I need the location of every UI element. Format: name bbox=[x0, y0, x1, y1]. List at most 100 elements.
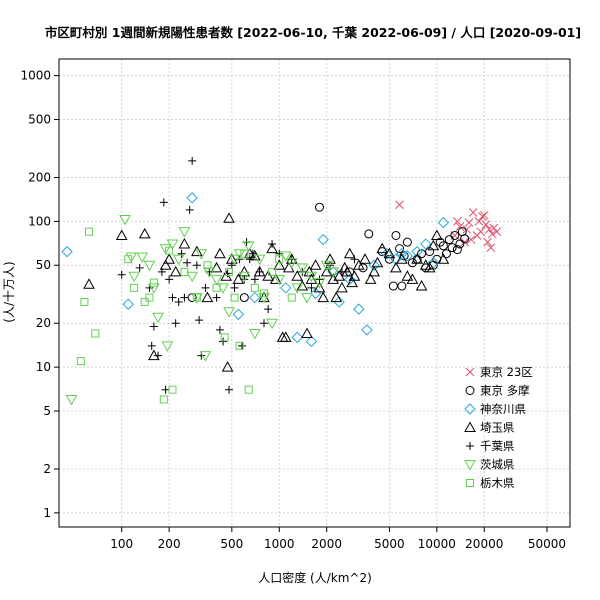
data-point bbox=[266, 318, 278, 330]
data-point bbox=[317, 291, 330, 303]
series-circle bbox=[187, 202, 470, 303]
data-point bbox=[395, 244, 405, 254]
data-point bbox=[239, 293, 249, 303]
y-tick-label: 200 bbox=[28, 170, 51, 184]
data-point bbox=[124, 255, 133, 264]
data-point bbox=[230, 283, 239, 292]
data-point bbox=[84, 227, 93, 236]
data-point bbox=[275, 255, 284, 264]
legend-label: 東京 多摩 bbox=[480, 384, 530, 398]
grid bbox=[59, 59, 570, 527]
data-point bbox=[327, 267, 340, 278]
legend-label: 茨城県 bbox=[480, 458, 515, 472]
data-point bbox=[223, 307, 235, 318]
x-axis: 100 200 500 1000 2000 5000 10000 20000 50000 bbox=[110, 527, 566, 551]
data-point bbox=[427, 239, 440, 251]
data-point bbox=[371, 256, 384, 268]
data-point bbox=[128, 271, 141, 283]
x-tick-label: 200 bbox=[158, 537, 181, 551]
data-point bbox=[395, 200, 404, 210]
legend-marker bbox=[466, 442, 474, 450]
data-point bbox=[191, 245, 203, 257]
y-tick-label: 20 bbox=[36, 316, 51, 330]
legend-label: 栃木県 bbox=[480, 476, 515, 490]
data-point bbox=[305, 273, 318, 284]
data-point bbox=[462, 225, 472, 234]
data-point bbox=[191, 293, 203, 304]
data-point bbox=[253, 254, 266, 266]
data-point bbox=[227, 261, 236, 270]
data-point bbox=[91, 329, 100, 338]
data-point bbox=[183, 258, 192, 267]
data-point bbox=[245, 255, 254, 264]
data-point bbox=[427, 257, 440, 269]
y-tick-label: 100 bbox=[28, 214, 51, 228]
data-point bbox=[168, 385, 177, 394]
data-point bbox=[172, 254, 185, 266]
data-point bbox=[161, 341, 174, 352]
data-point bbox=[315, 275, 324, 284]
data-point bbox=[242, 241, 255, 252]
data-point bbox=[159, 244, 172, 255]
data-point bbox=[192, 261, 201, 270]
data-point bbox=[464, 218, 474, 227]
data-point bbox=[201, 291, 214, 303]
data-point bbox=[417, 249, 427, 259]
data-point bbox=[460, 234, 470, 244]
data-point bbox=[269, 273, 282, 284]
data-point bbox=[391, 230, 401, 240]
data-point bbox=[201, 283, 210, 292]
data-point bbox=[380, 247, 393, 260]
data-point bbox=[452, 245, 462, 255]
data-point bbox=[199, 351, 212, 362]
data-point bbox=[157, 267, 166, 276]
data-point bbox=[161, 385, 170, 394]
data-point bbox=[266, 242, 278, 254]
legend-label: 千葉県 bbox=[480, 439, 515, 453]
data-point bbox=[147, 341, 156, 350]
data-point bbox=[273, 274, 286, 286]
data-point bbox=[159, 395, 168, 404]
data-point bbox=[188, 156, 197, 165]
data-point bbox=[361, 324, 373, 336]
y-tick-label: 500 bbox=[28, 112, 51, 126]
data-point bbox=[212, 283, 221, 292]
data-point bbox=[260, 319, 269, 328]
data-point bbox=[337, 267, 346, 276]
data-point bbox=[130, 283, 139, 292]
data-point bbox=[249, 329, 261, 340]
series-x bbox=[395, 200, 502, 253]
data-point bbox=[301, 327, 313, 339]
data-point bbox=[437, 253, 450, 264]
legend-marker bbox=[464, 403, 476, 415]
y-tick-label: 2 bbox=[43, 462, 51, 476]
data-point bbox=[149, 278, 158, 287]
data-point bbox=[388, 281, 398, 291]
data-point bbox=[307, 283, 316, 292]
data-point bbox=[401, 270, 414, 281]
data-point bbox=[140, 297, 149, 306]
data-points bbox=[61, 156, 502, 406]
data-point bbox=[268, 267, 277, 276]
data-point bbox=[476, 227, 486, 237]
data-point bbox=[154, 351, 163, 360]
x-tick-label: 50000 bbox=[528, 537, 566, 551]
data-point bbox=[117, 270, 126, 279]
data-point bbox=[61, 245, 73, 258]
data-point bbox=[402, 237, 412, 247]
data-point bbox=[174, 297, 183, 306]
data-point bbox=[122, 298, 134, 310]
data-point bbox=[320, 265, 333, 277]
data-point bbox=[163, 253, 175, 264]
data-point bbox=[353, 303, 365, 315]
y-tick-label: 50 bbox=[36, 258, 51, 272]
data-point bbox=[358, 263, 368, 273]
data-point bbox=[152, 312, 164, 324]
data-point bbox=[344, 273, 356, 286]
data-point bbox=[76, 357, 85, 366]
data-point bbox=[280, 282, 292, 294]
data-point bbox=[486, 243, 496, 253]
data-point bbox=[468, 208, 478, 217]
data-point bbox=[165, 275, 174, 284]
data-point bbox=[313, 278, 326, 289]
